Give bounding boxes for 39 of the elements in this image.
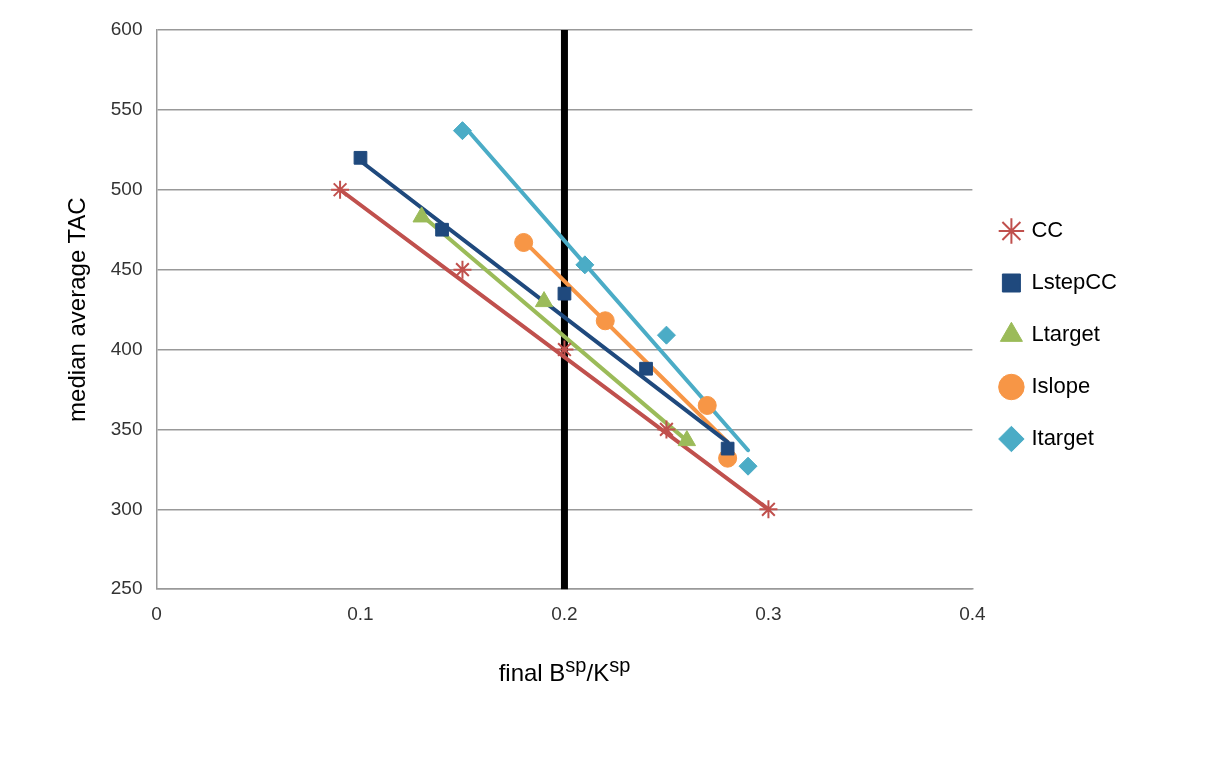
- x-tick-label: 0.1: [347, 602, 374, 624]
- x-tick-label: 0.4: [959, 602, 987, 624]
- x-tick-label: 0: [151, 602, 162, 624]
- legend-label: Ltarget: [1031, 321, 1100, 347]
- point: [554, 339, 575, 360]
- point: [557, 286, 572, 301]
- point: [452, 121, 472, 141]
- y-axis-title: median average TAC: [63, 197, 91, 422]
- y-tick-label: 600: [110, 18, 143, 40]
- legend-label: LstepCC: [1031, 269, 1118, 295]
- y-tick-label: 400: [110, 337, 143, 359]
- y-tick-label: 250: [110, 577, 143, 599]
- y-tick-label: 350: [110, 417, 143, 439]
- y-tick-label: 450: [110, 257, 143, 279]
- point: [330, 179, 351, 200]
- x-axis-title: final B$^{sp}$/K$^{sp}$: [498, 654, 631, 688]
- point: [435, 222, 449, 237]
- point: [534, 291, 554, 308]
- x-tick-label: 0.3: [755, 602, 782, 624]
- x-tick-label: 0.2: [551, 602, 578, 624]
- point: [595, 311, 615, 331]
- point: [720, 441, 735, 456]
- point: [656, 419, 677, 440]
- point: [452, 259, 473, 280]
- point: [738, 456, 758, 476]
- legend-label: CC: [1031, 217, 1064, 243]
- legend-label: Itarget: [1031, 425, 1094, 451]
- point: [758, 499, 779, 520]
- y-tick-label: 300: [110, 497, 143, 519]
- y-tick-label: 500: [110, 178, 143, 200]
- point: [656, 325, 676, 345]
- point: [639, 361, 653, 376]
- point: [575, 255, 595, 275]
- point: [353, 150, 368, 165]
- y-tick-label: 550: [110, 98, 143, 120]
- point: [697, 395, 717, 415]
- legend-label: Islope: [1031, 373, 1091, 399]
- point: [677, 430, 696, 447]
- point: [514, 233, 534, 252]
